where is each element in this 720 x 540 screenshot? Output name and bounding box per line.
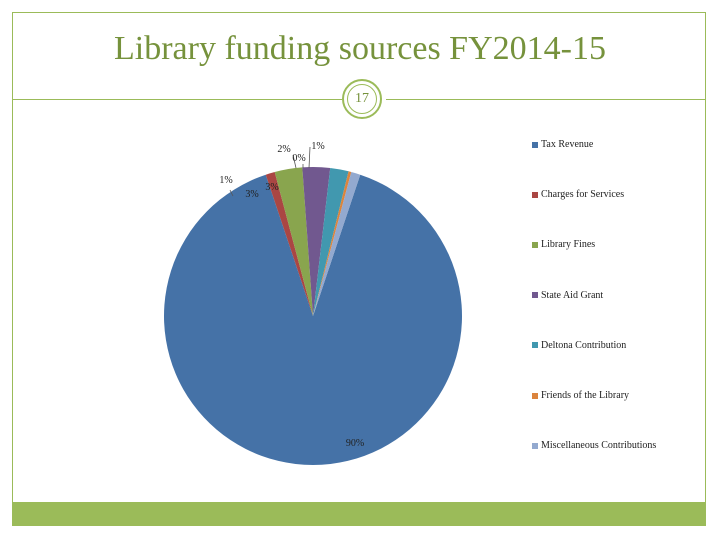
- pie-label-friends-of-the-library: 0%: [292, 153, 305, 164]
- legend-swatch: [532, 292, 538, 299]
- pie-leader-charges-for-services: [229, 189, 234, 197]
- pie-label-library-fines: 3%: [245, 189, 258, 200]
- pie-slices: [164, 167, 463, 466]
- pie-slice-friends-of-the-library: [313, 171, 352, 316]
- legend-item-miscellaneous-contributions: Miscellaneous Contributions: [532, 440, 656, 451]
- legend-label: Charges for Services: [541, 189, 625, 201]
- legend-swatch: [532, 342, 538, 349]
- pie-label-deltona-contribution: 2%: [277, 144, 290, 155]
- legend-label: Library Fines: [541, 239, 596, 251]
- legend-item-library-fines: Library Fines: [532, 239, 595, 250]
- legend-label: Tax Revenue: [541, 139, 594, 150]
- legend-item-state-aid-grant: State Aid Grant: [532, 290, 603, 301]
- footer-bar: [12, 502, 706, 526]
- pie-label-miscellaneous-contributions: 1%: [311, 141, 324, 152]
- pie-slice-library-fines: [274, 167, 313, 316]
- page-number-ring: [347, 84, 377, 114]
- pie-leader-lines: [229, 146, 311, 197]
- pie-leader-deltona-contribution: [292, 154, 297, 169]
- legend-label: Friends of the Library: [541, 390, 630, 401]
- legend-swatch: [532, 241, 538, 248]
- pie-slice-state-aid-grant: [302, 167, 331, 316]
- legend-swatch: [532, 141, 538, 148]
- legend-item-deltona-contribution: Deltona Contribution: [532, 340, 626, 351]
- pie-leader-miscellaneous-contributions: [308, 146, 311, 169]
- legend-swatch: [532, 392, 538, 399]
- slide-title: Library funding sources FY2014-15: [114, 30, 606, 67]
- legend-item-tax-revenue: Tax Revenue: [532, 139, 593, 150]
- legend-label: State Aid Grant: [541, 289, 604, 301]
- legend-item-charges-for-services: Charges for Services: [532, 189, 624, 200]
- pie-label-tax-revenue: 90%: [346, 438, 364, 449]
- pie-data-labels: 90% 1% 3% 3% 2%0% 1%: [219, 141, 364, 449]
- pie-label-charges-for-services: 1%: [219, 175, 232, 186]
- legend-swatch: [532, 442, 538, 449]
- title-divider-right: [386, 99, 706, 100]
- pie-slice-tax-revenue: [164, 174, 463, 466]
- page-number: 17: [355, 91, 369, 106]
- pie-slice-charges-for-services: [265, 172, 313, 316]
- legend-swatch: [532, 191, 538, 198]
- legend-item-friends-of-the-library: Friends of the Library: [532, 390, 629, 401]
- pie-slice-miscellaneous-contributions: [313, 172, 361, 316]
- legend-label: Miscellaneous Contributions: [541, 440, 657, 452]
- title-divider-left: [12, 99, 342, 100]
- legend-label: Deltona Contribution: [541, 339, 627, 351]
- pie-label-state-aid-grant: 3%: [265, 182, 278, 193]
- page-number-badge: 17: [342, 79, 382, 119]
- pie-slice-deltona-contribution: [313, 168, 349, 316]
